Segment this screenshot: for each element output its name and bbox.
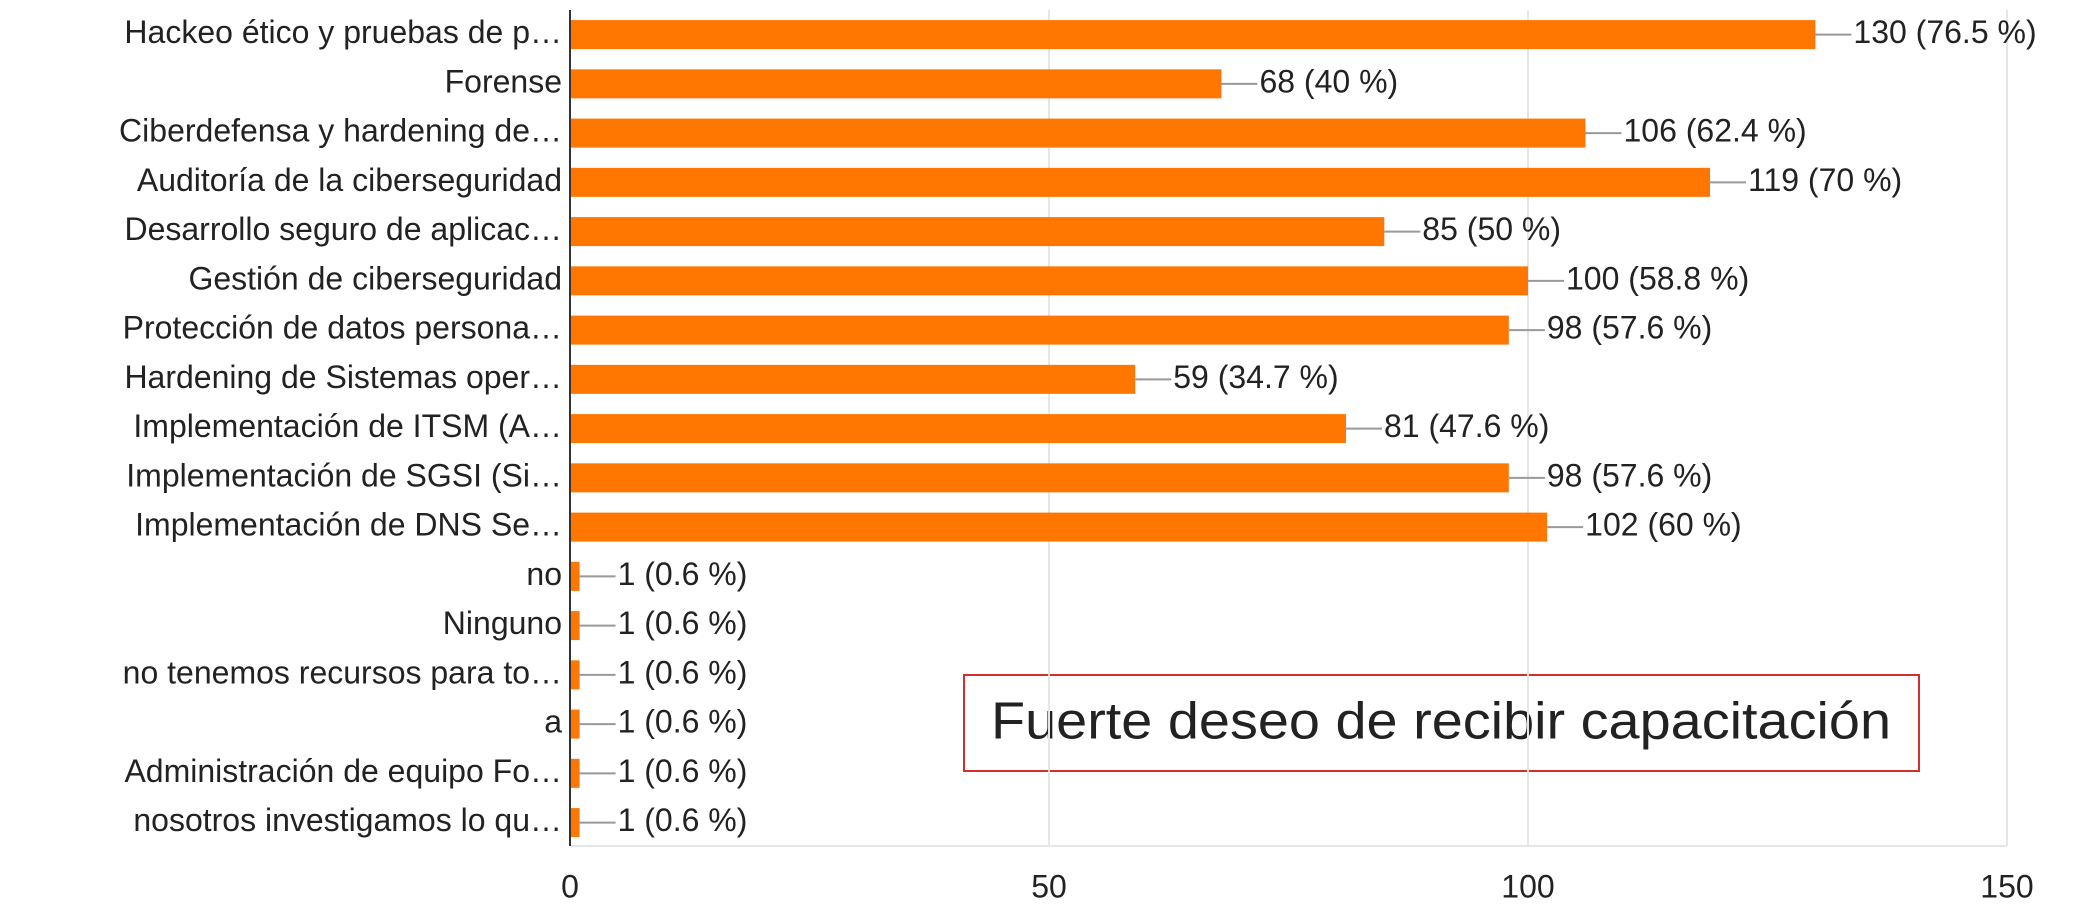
data-label: 1 (0.6 %) <box>618 556 748 592</box>
y-tick-label: Forense <box>445 63 562 99</box>
bar <box>570 266 1528 296</box>
data-label: 68 (40 %) <box>1259 63 1398 99</box>
bar <box>570 709 580 739</box>
data-label: 102 (60 %) <box>1585 507 1742 543</box>
y-tick-label: Protección de datos persona… <box>123 310 562 346</box>
bar <box>570 808 580 838</box>
y-tick-label: no tenemos recursos para to… <box>123 654 562 690</box>
data-label: 98 (57.6 %) <box>1547 457 1712 493</box>
bar <box>570 758 580 788</box>
x-tick-label: 0 <box>561 868 579 904</box>
bar <box>570 561 580 591</box>
y-tick-label: Hackeo ético y pruebas de p… <box>124 14 562 50</box>
y-tick-label: Implementación de SGSI (Si… <box>126 457 562 493</box>
y-tick-label: Administración de equipo Fo… <box>124 753 562 789</box>
bar <box>570 69 1222 99</box>
x-tick-label: 100 <box>1501 868 1554 904</box>
x-tick-label: 150 <box>1980 868 2033 904</box>
data-label: 98 (57.6 %) <box>1547 310 1712 346</box>
annotation: Fuerte deseo de recibir capacitación <box>991 693 1891 751</box>
y-tick-label: Desarrollo seguro de aplicac… <box>124 211 562 247</box>
y-tick-label: a <box>544 704 562 740</box>
annotation-box <box>963 674 1920 772</box>
data-label: 130 (76.5 %) <box>1853 14 2036 50</box>
data-label: 85 (50 %) <box>1422 211 1561 247</box>
data-label: 1 (0.6 %) <box>618 605 748 641</box>
data-label: 1 (0.6 %) <box>618 654 748 690</box>
y-tick-label: Auditoría de la ciberseguridad <box>137 162 562 198</box>
data-label: 81 (47.6 %) <box>1384 408 1549 444</box>
data-label: 119 (70 %) <box>1748 162 1902 198</box>
y-tick-label: Implementación de ITSM (A… <box>133 408 562 444</box>
y-tick-label: Ciberdefensa y hardening de… <box>119 113 562 149</box>
bar <box>570 414 1346 444</box>
bar <box>570 611 580 641</box>
bar <box>570 315 1509 345</box>
bar <box>570 167 1711 197</box>
data-label: 1 (0.6 %) <box>618 704 748 740</box>
bar <box>570 660 580 690</box>
data-label: 106 (62.4 %) <box>1623 113 1806 149</box>
data-label: 1 (0.6 %) <box>618 802 748 838</box>
data-label: 100 (58.8 %) <box>1566 260 1749 296</box>
bar <box>570 364 1136 394</box>
y-tick-label: Hardening de Sistemas oper… <box>124 359 562 395</box>
y-tick-label: Implementación de DNS Se… <box>135 507 562 543</box>
y-tick-label: Gestión de ciberseguridad <box>188 260 562 296</box>
data-label: 59 (34.7 %) <box>1173 359 1338 395</box>
x-tick-label: 50 <box>1031 868 1067 904</box>
bar <box>570 463 1509 493</box>
bar <box>570 118 1586 148</box>
data-label: 1 (0.6 %) <box>618 753 748 789</box>
y-tick-label: Ninguno <box>443 605 562 641</box>
y-tick-label: nosotros investigamos lo qu… <box>133 802 562 838</box>
bar <box>570 217 1385 247</box>
y-tick-label: no <box>526 556 562 592</box>
bar <box>570 20 1816 50</box>
bar <box>570 512 1548 542</box>
